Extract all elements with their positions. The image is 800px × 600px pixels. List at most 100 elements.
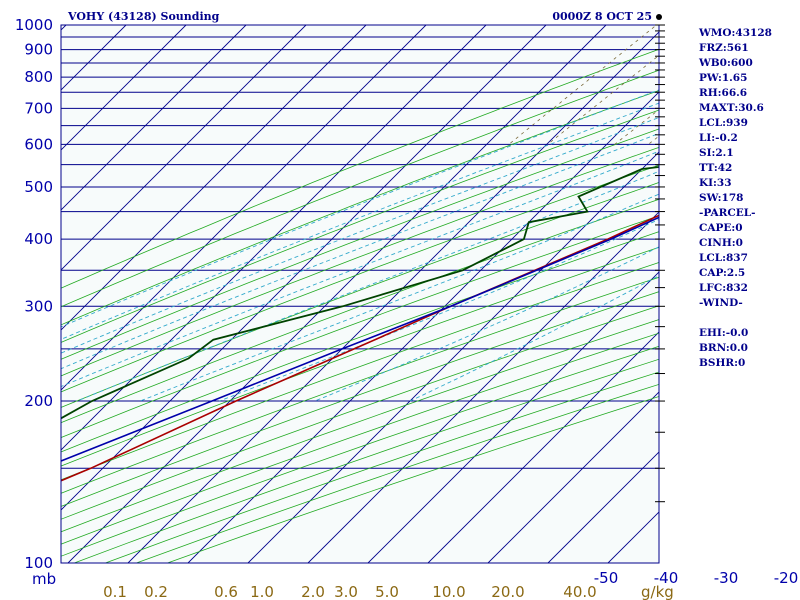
wind-barbs [655,14,665,503]
parcel-point [450,305,452,307]
dry-adiabat-line [61,262,659,481]
isotherm-line [427,331,659,563]
isotherm-line [61,25,427,391]
indices-panel: WMO:43128 FRZ:561 WB0:600 PW:1.65 RH:66.6 MAX… [698,27,772,369]
isotherm-line [61,25,547,511]
moist-adiabat-line [61,102,659,340]
index-line: SW:178 [699,192,743,204]
dry-adiabat-line [61,291,659,507]
index-line: WMO:43128 [698,27,772,39]
isotherm-line [547,451,659,563]
temperature-tick-labels: -50-40-30-20-10010203040C [594,569,799,587]
isotherm-line [61,25,247,211]
pressure-tick-label: 900 [24,41,53,59]
plot-area [61,25,659,563]
dry-adiabat-line [61,164,659,393]
station-title: VOHY (43128) Sounding [67,10,220,23]
dewpoint-point [577,195,580,198]
dry-adiabat-line [61,128,659,360]
pressure-tick-label: 400 [24,230,53,248]
index-line: FRZ:561 [699,42,749,54]
dewpoint-point [528,221,530,223]
mixing-ratio-line [614,109,659,145]
isotherm-line [61,25,307,271]
isotherm-line [61,25,367,331]
isotherm-line [307,211,659,563]
dry-adiabat-line [61,146,659,377]
index-line: KI:33 [699,177,732,189]
index-line: RH:66.6 [699,87,747,99]
pressure-tick-label: 800 [24,68,53,86]
dry-adiabat-line [61,198,659,424]
surface-calm-marker [656,14,662,20]
dewpoint-profile-line [61,166,659,420]
dry-adiabat-line [61,215,659,438]
isotherm-line [61,25,187,151]
temperature-tick-label: -30 [714,569,739,587]
mixing-ratio-tick-label: 0.1 [103,583,127,600]
index-line: TT:42 [699,162,732,174]
dry-adiabat-line [61,48,659,289]
dewpoint-point [91,400,93,402]
dewpoint-point [188,357,190,359]
sounding-time: 0000Z 8 OCT 25 [552,10,652,23]
grid-lines [61,25,659,563]
isotherm-line [67,25,607,563]
pressure-tick-label: 500 [24,178,53,196]
parcel-point [341,348,343,350]
moist-adiabat-line [61,89,659,328]
mixing-ratio-unit-label: g/kg [641,583,674,600]
dry-adiabat-line [61,231,659,453]
index-line: CINH:0 [699,237,743,249]
temperature-tick-label: -50 [594,569,619,587]
dry-adiabat-line [61,305,659,520]
temperature-point [235,400,237,402]
pressure-unit-label: mb [32,570,56,588]
pressure-tick-label: 300 [24,297,53,315]
dewpoint-point [462,269,464,271]
pressure-tick-label: 700 [24,99,53,117]
dry-adiabat-line [61,276,659,494]
mixing-ratio-tick-label: 20.0 [491,583,524,600]
temperature-point [90,467,92,469]
index-line: LCL:939 [699,117,748,129]
index-line: LCL:837 [699,252,748,264]
index-line: -WIND- [699,297,743,309]
isotherm-line [367,271,659,563]
mixing-ratio-tick-label: 10.0 [432,583,465,600]
dry-adiabat-line [61,319,659,533]
pressure-tick-label: 200 [24,392,53,410]
isotherm-line [127,31,659,563]
mixing-ratio-tick-label: 5.0 [375,583,399,600]
dewpoint-point [523,238,525,240]
pressure-tick-label: 1000 [15,16,53,34]
dry-adiabat-line [61,332,659,545]
pressure-tick-label: 600 [24,135,53,153]
moist-adiabat-line [314,246,659,402]
plot-frame [60,24,660,564]
dry-adiabat-line [61,246,659,467]
temperature-tick-label: -40 [654,569,679,587]
index-line: PW:1.65 [699,72,747,84]
temperature-point [353,348,355,350]
mixing-ratio-tick-label: 0.2 [144,583,168,600]
mixing-ratio-tick-label: 2.0 [301,583,325,600]
dry-adiabat-line [61,90,659,326]
dewpoint-point [212,339,214,341]
index-line: WB0:600 [698,57,753,69]
profiles [61,166,659,482]
index-line: EHI:-0.0 [699,327,748,339]
isotherm-line [187,91,659,563]
dry-adiabat-line [61,345,659,557]
index-line: LI:-0.2 [699,132,738,144]
isotherm-line [487,391,659,563]
dewpoint-point [342,305,344,307]
parcel-profile-line [61,216,659,462]
dewpoint-point [586,211,589,213]
mixing-ratio-tick-label: 40.0 [563,583,596,600]
index-line: LFC:832 [699,282,748,294]
temperature-tick-label: -20 [774,569,799,587]
parcel-point [211,400,213,402]
index-line: CAP:2.5 [699,267,745,279]
